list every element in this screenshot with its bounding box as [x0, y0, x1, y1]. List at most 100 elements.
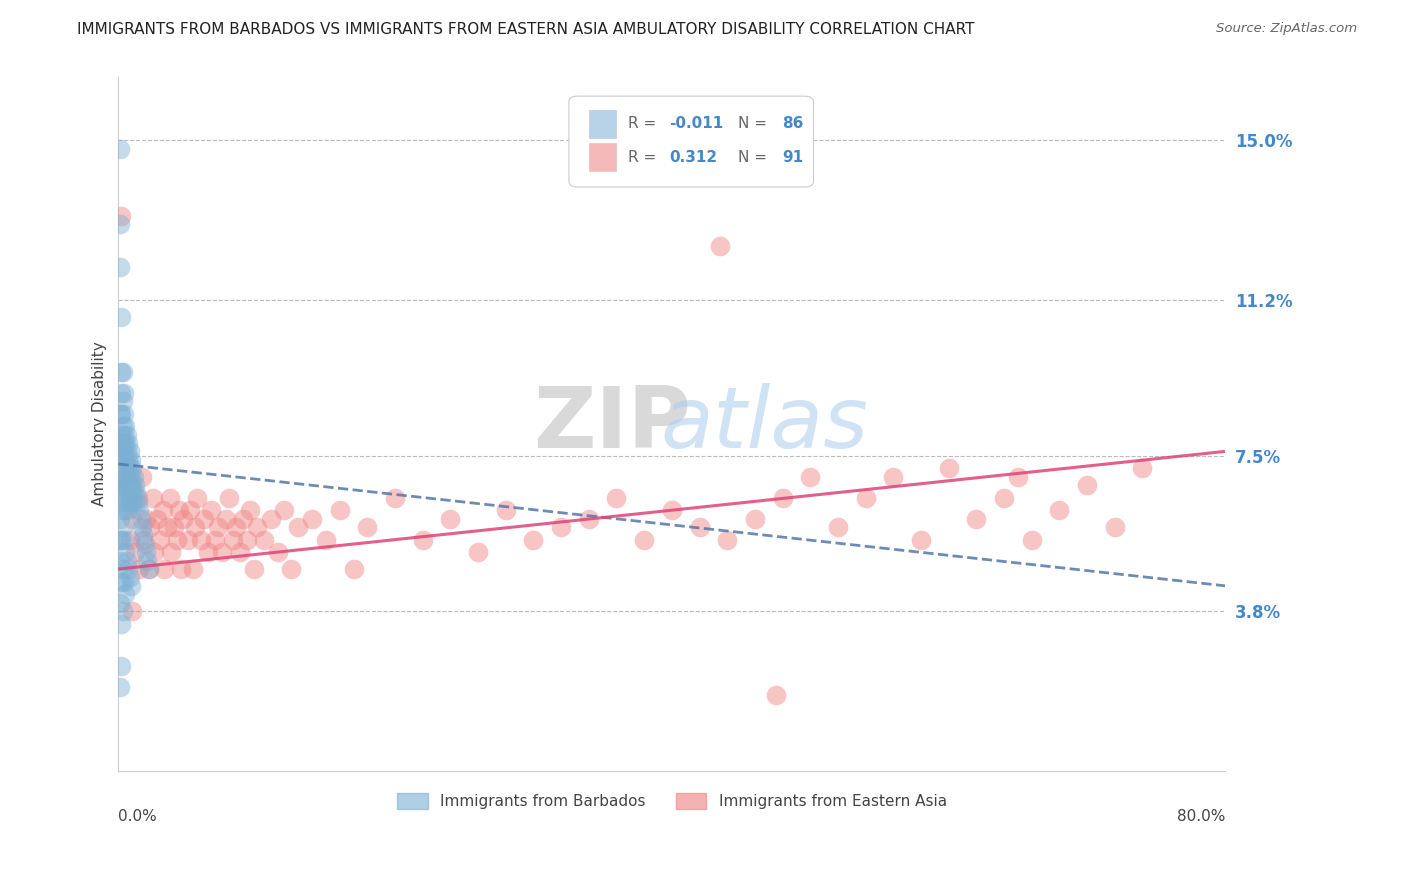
Point — [110, 449, 132, 463]
Point — [114, 436, 136, 450]
Point — [115, 427, 138, 442]
Point — [412, 533, 434, 547]
Point — [110, 365, 132, 379]
Point — [193, 511, 215, 525]
Point — [110, 658, 132, 673]
Point — [108, 511, 131, 525]
Point — [108, 596, 131, 610]
Point — [114, 545, 136, 559]
Point — [211, 545, 233, 559]
Point — [132, 533, 155, 547]
Point — [124, 478, 146, 492]
Point — [111, 365, 134, 379]
FancyBboxPatch shape — [589, 110, 616, 137]
Point — [156, 520, 179, 534]
Point — [222, 533, 245, 547]
Point — [301, 511, 323, 525]
Point — [112, 385, 135, 400]
Point — [114, 419, 136, 434]
Point — [114, 486, 136, 500]
Point — [111, 520, 134, 534]
Point — [110, 310, 132, 324]
Point — [112, 478, 135, 492]
Point — [152, 503, 174, 517]
Point — [111, 419, 134, 434]
Point — [127, 491, 149, 505]
Point — [207, 520, 229, 534]
Point — [160, 545, 183, 559]
Point — [259, 511, 281, 525]
Point — [215, 511, 238, 525]
FancyBboxPatch shape — [589, 144, 616, 171]
Y-axis label: Ambulatory Disability: Ambulatory Disability — [93, 342, 107, 507]
Point — [121, 478, 143, 492]
Text: Source: ZipAtlas.com: Source: ZipAtlas.com — [1216, 22, 1357, 36]
Point — [115, 444, 138, 458]
Text: N =: N = — [738, 116, 768, 131]
Point — [134, 537, 156, 551]
Point — [124, 495, 146, 509]
Point — [108, 680, 131, 694]
Point — [131, 469, 153, 483]
Point — [111, 436, 134, 450]
Point — [112, 533, 135, 547]
Text: 86: 86 — [783, 116, 804, 131]
Point — [112, 495, 135, 509]
Point — [190, 533, 212, 547]
Text: 80.0%: 80.0% — [1177, 809, 1225, 824]
Point — [772, 491, 794, 505]
Point — [114, 452, 136, 467]
Point — [108, 554, 131, 568]
Point — [111, 452, 134, 467]
Point — [118, 478, 141, 492]
Point — [121, 495, 143, 509]
Point — [938, 461, 960, 475]
Point — [605, 491, 627, 505]
Point — [163, 520, 186, 534]
Text: atlas: atlas — [661, 383, 869, 466]
Point — [135, 511, 157, 525]
Point — [111, 486, 134, 500]
Point — [149, 533, 172, 547]
Point — [129, 511, 152, 525]
Point — [110, 616, 132, 631]
Point — [112, 444, 135, 458]
Point — [138, 562, 160, 576]
Point — [1007, 469, 1029, 483]
Point — [578, 511, 600, 525]
Point — [246, 520, 269, 534]
Point — [121, 511, 143, 525]
Point — [108, 407, 131, 421]
Point — [128, 562, 150, 576]
Point — [225, 520, 247, 534]
Point — [522, 533, 544, 547]
Point — [253, 533, 276, 547]
Text: N =: N = — [738, 150, 768, 165]
Point — [232, 511, 254, 525]
Point — [343, 562, 366, 576]
Point — [117, 486, 139, 500]
Point — [112, 407, 135, 421]
Point — [495, 503, 517, 517]
Point — [827, 520, 849, 534]
Point — [112, 427, 135, 442]
Point — [115, 554, 138, 568]
Point — [186, 491, 208, 505]
Point — [108, 533, 131, 547]
Point — [153, 562, 176, 576]
Point — [135, 545, 157, 559]
Point — [108, 260, 131, 274]
Point — [127, 495, 149, 509]
Point — [111, 503, 134, 517]
Point — [118, 533, 141, 547]
Point — [124, 545, 146, 559]
Point — [111, 562, 134, 576]
Point — [142, 491, 165, 505]
Point — [689, 520, 711, 534]
Point — [1021, 533, 1043, 547]
Point — [243, 562, 266, 576]
Point — [121, 604, 143, 618]
Point — [125, 486, 148, 500]
Point — [236, 533, 259, 547]
Point — [239, 503, 262, 517]
